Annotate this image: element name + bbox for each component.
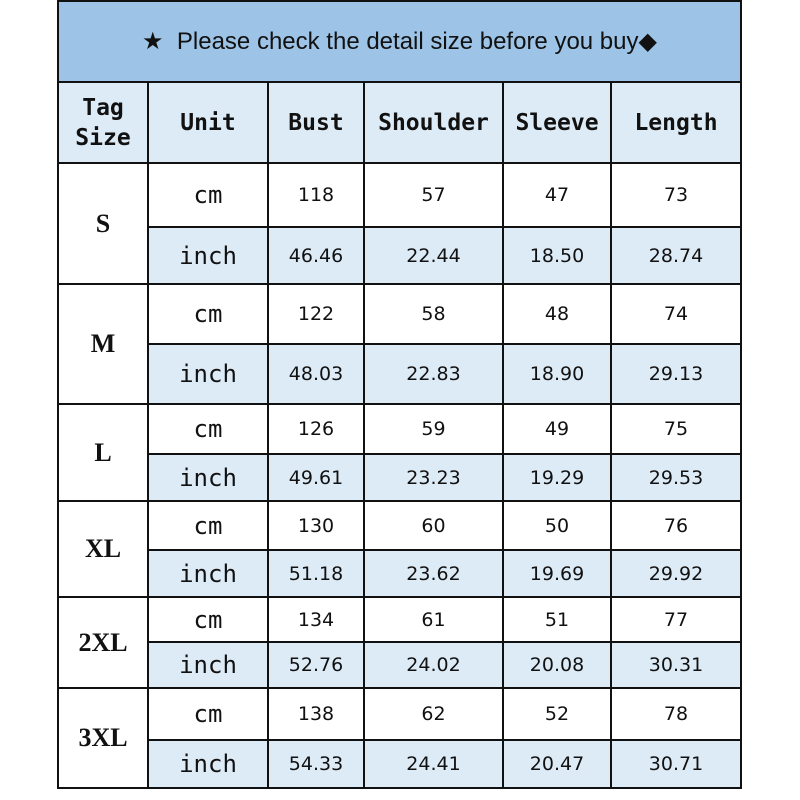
bust-cell: 54.33 xyxy=(267,739,365,789)
title-text: Please check the detail size before you … xyxy=(176,28,639,55)
length-cell: 74 xyxy=(609,283,743,345)
size-table: ★ Please check the detail size before yo… xyxy=(56,0,743,789)
length-cell: 30.71 xyxy=(609,739,743,789)
sleeve-cell: 19.69 xyxy=(502,549,612,598)
size-label: S xyxy=(57,162,149,285)
unit-cell: cm xyxy=(147,403,269,455)
bust-cell: 46.46 xyxy=(267,226,365,285)
table-row: inch 51.18 23.62 19.69 29.92 xyxy=(58,549,743,598)
table-row: XL cm 130 60 50 76 xyxy=(57,500,743,598)
bust-cell: 122 xyxy=(267,283,365,345)
bust-cell: 134 xyxy=(267,596,365,643)
bust-cell: 138 xyxy=(267,687,365,741)
shoulder-cell: 23.62 xyxy=(363,549,504,598)
header-tag-size: Tag Size xyxy=(57,81,149,164)
title-banner: ★ Please check the detail size before yo… xyxy=(56,0,743,83)
shoulder-cell: 58 xyxy=(363,283,504,345)
unit-cell: cm xyxy=(147,687,269,741)
unit-cell: cm xyxy=(147,500,269,551)
sleeve-cell: 52 xyxy=(502,687,612,741)
sleeve-cell: 49 xyxy=(502,403,612,455)
length-cell: 75 xyxy=(609,403,743,455)
length-cell: 30.31 xyxy=(609,641,743,689)
unit-cell: inch xyxy=(147,641,269,689)
table-row: inch 48.03 22.83 18.90 29.13 xyxy=(58,343,743,405)
shoulder-cell: 61 xyxy=(363,596,504,643)
unit-cell: inch xyxy=(147,343,269,405)
length-cell: 29.53 xyxy=(609,453,743,502)
length-cell: 29.92 xyxy=(609,549,743,598)
unit-cell: inch xyxy=(147,453,269,502)
sleeve-cell: 18.50 xyxy=(502,226,612,285)
length-cell: 28.74 xyxy=(609,226,743,285)
unit-cell: inch xyxy=(147,739,269,789)
size-chart: ★ Please check the detail size before yo… xyxy=(56,0,743,789)
sleeve-cell: 48 xyxy=(502,283,612,345)
sleeve-cell: 20.47 xyxy=(502,739,612,789)
shoulder-cell: 62 xyxy=(363,687,504,741)
bust-cell: 52.76 xyxy=(267,641,365,689)
bust-cell: 130 xyxy=(267,500,365,551)
shoulder-cell: 23.23 xyxy=(363,453,504,502)
unit-cell: inch xyxy=(147,226,269,285)
header-unit: Unit xyxy=(147,81,269,164)
shoulder-cell: 24.02 xyxy=(363,641,504,689)
sleeve-cell: 20.08 xyxy=(502,641,612,689)
length-cell: 73 xyxy=(609,162,743,228)
header-bust: Bust xyxy=(267,81,365,164)
table-row: inch 46.46 22.44 18.50 28.74 xyxy=(58,226,743,285)
size-label: M xyxy=(57,283,149,405)
size-label: 3XL xyxy=(57,687,149,789)
header-shoulder: Shoulder xyxy=(363,81,504,164)
unit-cell: cm xyxy=(147,283,269,345)
header-size-label: Size xyxy=(75,124,131,151)
shoulder-cell: 59 xyxy=(363,403,504,455)
sleeve-cell: 19.29 xyxy=(502,453,612,502)
unit-cell: inch xyxy=(147,549,269,598)
length-cell: 78 xyxy=(609,687,743,741)
bust-cell: 118 xyxy=(267,162,365,228)
length-cell: 76 xyxy=(609,500,743,551)
length-cell: 77 xyxy=(609,596,743,643)
table-row: inch 54.33 24.41 20.47 30.71 xyxy=(58,739,743,789)
diamond-icon: ◆ xyxy=(638,28,657,55)
size-label: L xyxy=(57,403,149,502)
length-cell: 29.13 xyxy=(609,343,743,405)
table-row: 3XL cm 138 62 52 78 xyxy=(57,687,743,789)
table-row: 2XL cm 134 61 51 77 xyxy=(57,596,743,689)
star-icon: ★ xyxy=(142,28,164,55)
table-row: inch 49.61 23.23 19.29 29.53 xyxy=(58,453,743,502)
sleeve-cell: 18.90 xyxy=(502,343,612,405)
unit-cell: cm xyxy=(147,162,269,228)
bust-cell: 51.18 xyxy=(267,549,365,598)
sleeve-cell: 51 xyxy=(502,596,612,643)
size-label: XL xyxy=(57,500,149,598)
shoulder-cell: 60 xyxy=(363,500,504,551)
shoulder-cell: 22.83 xyxy=(363,343,504,405)
shoulder-cell: 57 xyxy=(363,162,504,228)
bust-cell: 48.03 xyxy=(267,343,365,405)
shoulder-cell: 24.41 xyxy=(363,739,504,789)
bust-cell: 49.61 xyxy=(267,453,365,502)
size-label: 2XL xyxy=(57,596,149,689)
table-row: inch 52.76 24.02 20.08 30.31 xyxy=(58,641,743,689)
header-sleeve: Sleeve xyxy=(502,81,612,164)
header-length: Length xyxy=(609,81,743,164)
header-tag-label: Tag xyxy=(82,94,124,121)
shoulder-cell: 22.44 xyxy=(363,226,504,285)
unit-cell: cm xyxy=(147,596,269,643)
sleeve-cell: 50 xyxy=(502,500,612,551)
sleeve-cell: 47 xyxy=(502,162,612,228)
bust-cell: 126 xyxy=(267,403,365,455)
